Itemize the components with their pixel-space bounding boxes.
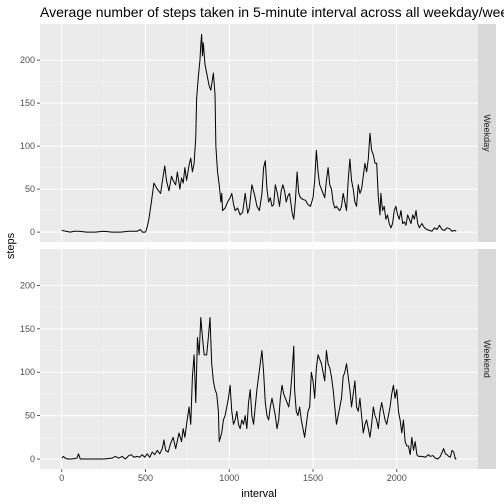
y-tick-label: 50 [25, 184, 35, 194]
x-tick-label: 2000 [387, 473, 407, 483]
facet-weekend: 0 50 100 150 200 Weekend [20, 249, 496, 469]
chart-title: Average number of steps taken in 5-minut… [40, 4, 504, 20]
x-tick-label: 1500 [303, 473, 323, 483]
panel-weekend-grid [40, 249, 478, 469]
panel-weekday-y-axis: 0 50 100 150 200 [20, 55, 40, 237]
strip-label-weekday: Weekday [482, 114, 492, 152]
x-axis: 0 500 1000 1500 2000 [59, 469, 407, 483]
panel-weekend-y-axis: 0 50 100 150 200 [20, 280, 40, 464]
weekday-steps-line [61, 33, 457, 233]
panel-weekend-background [40, 249, 478, 469]
x-axis-title: interval [241, 488, 276, 500]
panel-weekday-grid [40, 24, 478, 242]
y-tick-label: 200 [20, 280, 35, 290]
y-tick-label: 150 [20, 324, 35, 334]
strip-label-weekend: Weekend [482, 340, 492, 378]
strip-weekday [478, 24, 496, 242]
y-tick-label: 100 [20, 367, 35, 377]
x-tick-label: 1000 [219, 473, 239, 483]
y-tick-label: 0 [30, 227, 35, 237]
y-tick-label: 150 [20, 98, 35, 108]
y-tick-label: 0 [30, 454, 35, 464]
x-tick-label: 0 [59, 473, 64, 483]
x-tick-label: 500 [138, 473, 153, 483]
y-tick-label: 50 [25, 411, 35, 421]
y-tick-label: 200 [20, 55, 35, 65]
strip-weekend [478, 249, 496, 469]
weekend-steps-line [61, 317, 457, 460]
facet-weekday: 0 50 100 150 200 Weekday [20, 24, 496, 242]
y-axis-title: steps [5, 232, 17, 259]
y-tick-label: 100 [20, 141, 35, 151]
